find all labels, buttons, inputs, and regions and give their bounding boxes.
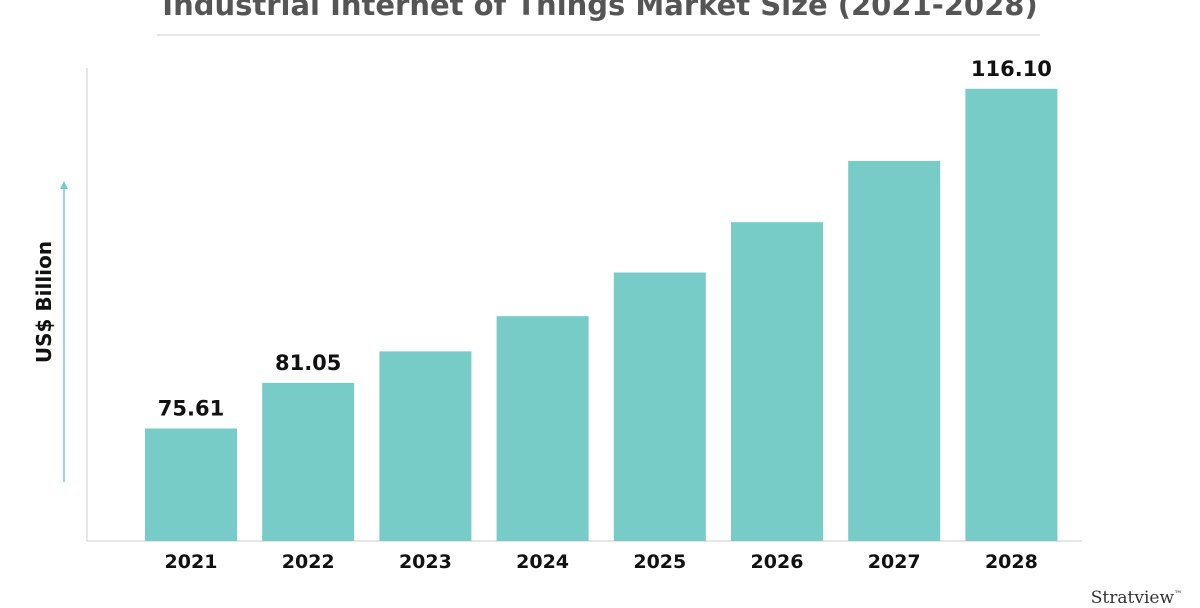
- bar-2023: [379, 351, 472, 541]
- stratview-logo: Stratview™: [1091, 588, 1182, 608]
- x-tick-label: 2026: [751, 551, 804, 573]
- bar-2027: [848, 160, 941, 542]
- logo-tm: ™: [1174, 589, 1182, 599]
- x-tick-label: 2021: [165, 551, 218, 573]
- bar-2028: [965, 88, 1058, 542]
- x-tick-label: 2022: [282, 551, 335, 573]
- x-tick-label: 2027: [868, 551, 921, 573]
- x-tick-label: 2025: [633, 551, 686, 573]
- data-label: 116.10: [971, 57, 1052, 81]
- logo-text: Stratview: [1090, 588, 1174, 608]
- x-tick-label: 2023: [399, 551, 452, 573]
- bar-2021: [145, 428, 237, 541]
- bar-2025: [613, 272, 706, 541]
- title-underline: [157, 34, 1040, 36]
- x-tick-label: 2028: [985, 551, 1038, 573]
- chart-title: Industrial Internet of Things Market Siz…: [162, 0, 1038, 22]
- data-label: 81.05: [275, 351, 341, 375]
- bar-2024: [496, 316, 589, 541]
- bar-2026: [731, 222, 823, 541]
- arrow-up-icon: [60, 181, 68, 189]
- data-label: 75.61: [158, 396, 224, 420]
- bar-2022: [262, 382, 355, 541]
- x-tick-label: 2024: [516, 551, 569, 573]
